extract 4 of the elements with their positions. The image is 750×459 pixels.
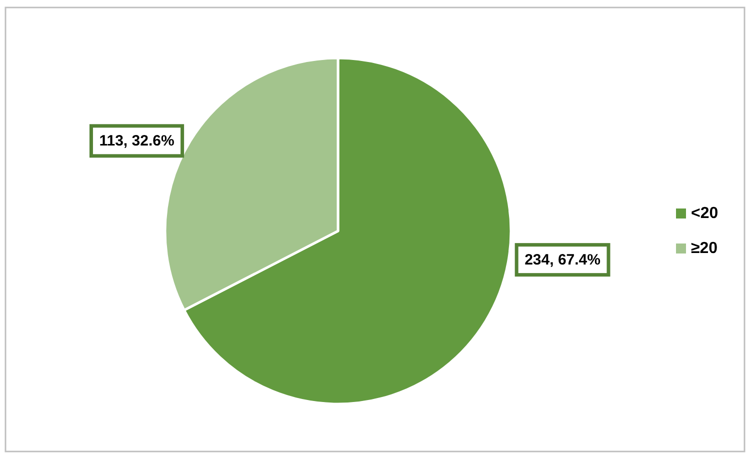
- legend-label: ≥20: [691, 240, 718, 257]
- legend-label: <20: [691, 205, 718, 222]
- data-label: 234, 67.4%: [524, 251, 600, 268]
- data-label: 113, 32.6%: [99, 132, 174, 150]
